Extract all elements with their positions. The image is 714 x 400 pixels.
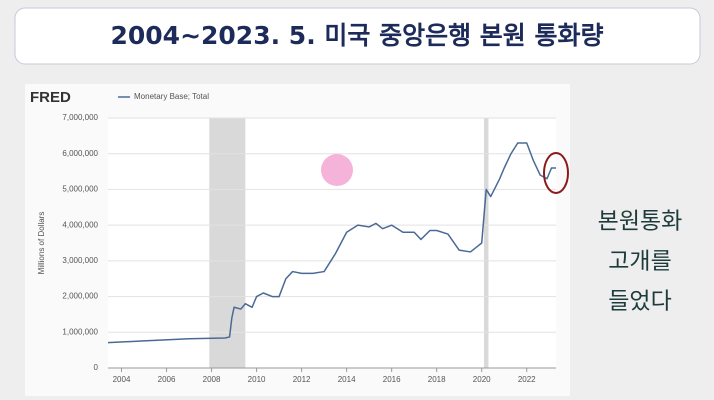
y-tick-label: 3,000,000 [62, 256, 98, 265]
y-axis-label: Millions of Dollars [37, 212, 46, 275]
x-tick-label: 2004 [113, 375, 131, 384]
x-tick-label: 2008 [203, 375, 221, 384]
title-box [14, 7, 701, 65]
y-tick-label: 5,000,000 [62, 185, 98, 194]
recession-band [209, 118, 246, 368]
side-text: 본원통화 [598, 209, 683, 235]
recession-band [483, 118, 489, 368]
source-logo: FRED [30, 89, 71, 106]
plot: 0 1,000,000 2,000,000 3,000,000 4,000,000 5,0… [62, 113, 556, 384]
x-tick-label: 2006 [158, 375, 176, 384]
y-tick-label: 6,000,000 [62, 149, 98, 158]
series-line [107, 142, 556, 344]
cursor-highlight [321, 154, 353, 186]
y-tick-label: 2,000,000 [62, 292, 98, 301]
slide-title: 2004~2023. 5. 미국 중앙은행 본원 통화량 [110, 21, 603, 50]
x-tick-label: 2022 [518, 375, 536, 384]
side-text: 들었다 [608, 289, 671, 315]
x-tick-label: 2016 [383, 375, 401, 384]
y-tick-label: 4,000,000 [62, 220, 98, 229]
x-tick-label: 2014 [338, 375, 356, 384]
x-tick-label: 2012 [293, 375, 311, 384]
x-tick-label: 2018 [428, 375, 446, 384]
x-tick-label: 2020 [473, 375, 491, 384]
annotation-circle [543, 152, 569, 194]
x-tick-label: 2010 [248, 375, 266, 384]
y-tick-label: 7,000,000 [62, 113, 98, 122]
side-text: 고개를 [608, 249, 671, 275]
y-tick-label: 0 [94, 363, 99, 372]
y-tick-label: 1,000,000 [62, 327, 98, 336]
legend-label: Monetary Base; Total [134, 92, 209, 101]
